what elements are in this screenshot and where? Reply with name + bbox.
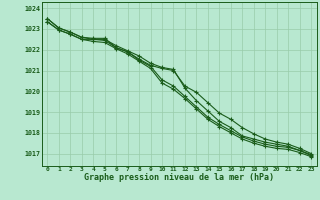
X-axis label: Graphe pression niveau de la mer (hPa): Graphe pression niveau de la mer (hPa) [84,173,274,182]
